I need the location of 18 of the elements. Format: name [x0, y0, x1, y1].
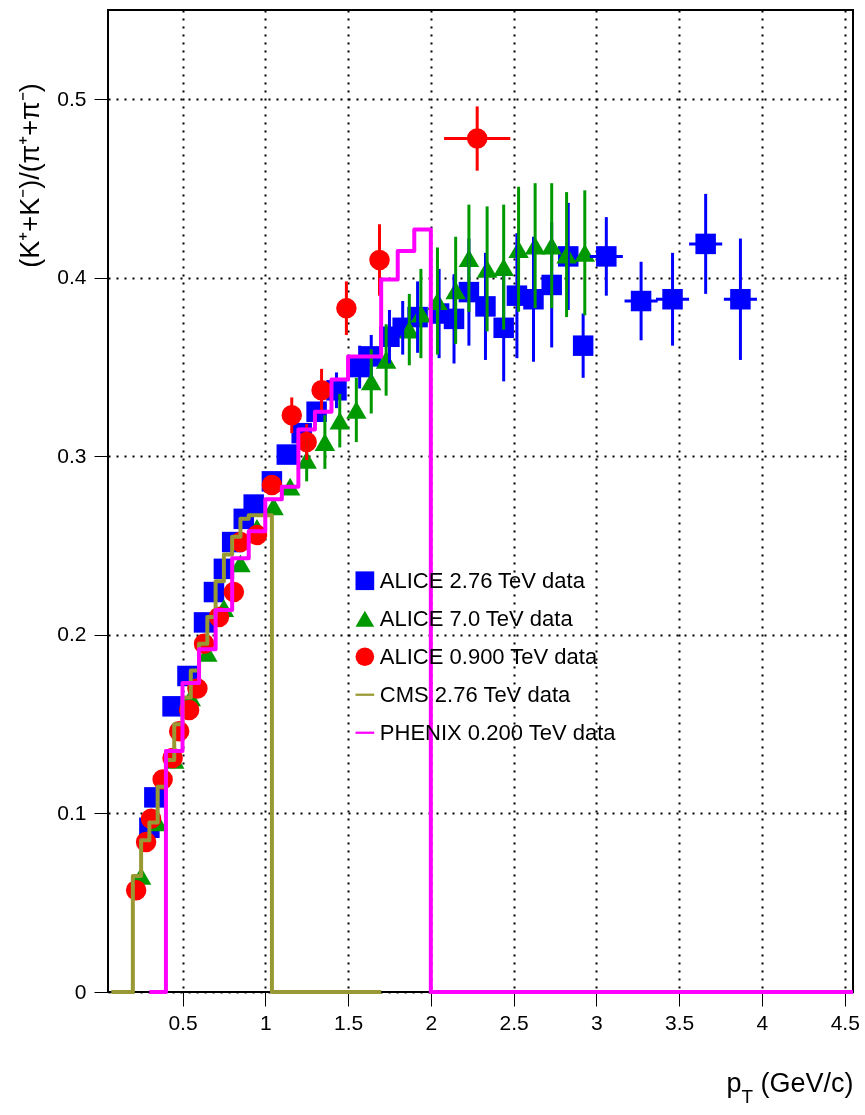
x-tick-label: 1 — [259, 1010, 272, 1034]
x-tick-label: 2 — [425, 1010, 438, 1034]
x-tick-label: 1.5 — [333, 1010, 364, 1034]
x-tick-label: 3.5 — [665, 1010, 695, 1034]
y-tick-label: 0.4 — [57, 265, 87, 289]
y-tick-label: 0.1 — [57, 800, 87, 824]
y-axis-title: (K⁺+K⁻)/(π⁺+π⁻) — [14, 83, 45, 268]
x-axis-title: p$_{T}$ (GeV/c) — [726, 1067, 854, 1106]
x-tick-label: 4 — [756, 1010, 769, 1034]
x-tick-label: 0.5 — [168, 1010, 198, 1034]
y-tick-label: 0.3 — [57, 443, 87, 467]
y-tick-label: 0.2 — [57, 622, 87, 646]
x-tick-label: 3 — [591, 1010, 603, 1034]
x-tick-label: 2.5 — [499, 1010, 529, 1034]
x-tick-label: 4.5 — [830, 1010, 860, 1034]
legend-label: CMS 2.76 TeV data — [379, 681, 571, 707]
y-tick-label: 0 — [74, 979, 87, 1003]
y-tick-label: 0.5 — [57, 86, 87, 110]
